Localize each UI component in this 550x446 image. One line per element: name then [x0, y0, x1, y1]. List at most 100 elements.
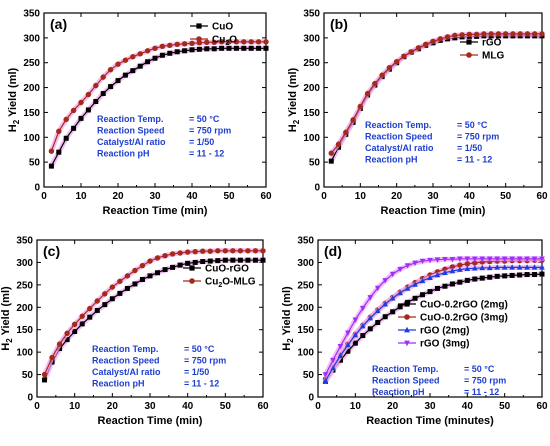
data-point [94, 298, 100, 304]
y-axis-title: H2 Yield (ml) [287, 67, 301, 132]
data-point [87, 305, 93, 312]
data-point [207, 258, 213, 264]
data-point [181, 41, 188, 47]
y-tick-label: 150 [16, 325, 33, 336]
data-point [419, 277, 426, 284]
data-point [215, 248, 221, 254]
data-point [137, 63, 143, 69]
series-line [330, 33, 542, 154]
data-point [510, 31, 516, 37]
data-point [204, 46, 210, 52]
y-tick-label: 100 [16, 348, 33, 359]
data-point [192, 248, 198, 255]
data-point [524, 272, 530, 278]
data-point [382, 314, 388, 320]
data-point [248, 45, 254, 51]
data-point [147, 258, 153, 264]
y-axis-title: H2 Yield (ml) [0, 286, 14, 351]
data-point [437, 36, 443, 42]
series-halo [48, 45, 269, 169]
data-point [93, 98, 99, 104]
data-point [130, 68, 136, 74]
data-point [412, 260, 418, 266]
data-point [85, 107, 91, 113]
y-tick-label: 100 [297, 348, 314, 359]
data-point [139, 276, 145, 282]
x-tick-label: 0 [321, 191, 327, 202]
data-point [367, 326, 373, 332]
data-point [169, 251, 176, 257]
legend-marker [189, 278, 195, 284]
data-point [382, 301, 388, 307]
data-point [367, 314, 374, 321]
data-point [170, 264, 176, 270]
data-point [335, 141, 342, 147]
y-tick-label: 0 [308, 393, 314, 404]
data-point [211, 39, 217, 46]
x-tick-label: 40 [464, 191, 476, 202]
data-point [352, 317, 359, 323]
y-tick-label: 50 [29, 158, 41, 169]
data-point [215, 258, 221, 264]
data-point [352, 331, 359, 338]
data-point [155, 270, 161, 276]
data-point [211, 46, 217, 52]
legend: CuO Cu2O [190, 22, 237, 47]
x-axis-title: Reaction Time (min) [98, 415, 203, 427]
data-point [434, 285, 440, 291]
data-point [245, 257, 251, 263]
x-tick-label: 0 [315, 401, 321, 412]
annotation-value: = 11 - 12 [189, 149, 224, 159]
y-tick-label: 50 [22, 370, 34, 381]
data-point [352, 340, 358, 346]
data-point [56, 341, 63, 347]
chart-panel-4: 0 10 20 30 40 50 60 0 50 100 150 200 250 300 350 Reacti… [281, 236, 548, 428]
data-point [41, 371, 48, 378]
series-2 [41, 248, 266, 378]
data-point [87, 314, 93, 320]
data-point [524, 264, 530, 270]
y-tick-label: 0 [314, 183, 320, 194]
y-tick-label: 200 [297, 303, 314, 314]
data-point [145, 59, 151, 65]
y-axis-title: H2 Yield (ml) [7, 67, 21, 132]
data-point [252, 257, 258, 263]
data-point [423, 41, 429, 48]
data-point [457, 279, 463, 285]
data-point [233, 45, 239, 51]
data-point [124, 273, 131, 279]
data-point [434, 257, 441, 263]
data-point [63, 116, 69, 123]
data-point [152, 45, 158, 51]
x-tick-label: 0 [34, 401, 40, 412]
data-point [449, 281, 455, 287]
data-point [442, 269, 448, 276]
data-point [444, 34, 451, 40]
y-tick-label: 350 [23, 9, 40, 20]
annotation-value: = 750 rpm [189, 126, 231, 136]
y-tick-label: 200 [16, 303, 33, 314]
legend-label: CuO-rGO [205, 264, 249, 275]
y-tick-label: 250 [23, 58, 40, 69]
data-point [509, 256, 515, 262]
data-point [78, 115, 84, 121]
data-point [159, 43, 166, 50]
x-axis-title: Reaction Time (min) [103, 205, 208, 217]
annotation-value: = 750 rpm [184, 356, 226, 366]
x-tick-label: 50 [500, 191, 512, 202]
data-point [524, 256, 530, 262]
data-point [71, 321, 78, 328]
data-point [237, 257, 243, 263]
y-tick-label: 150 [297, 325, 314, 336]
x-tick-label: 20 [107, 401, 119, 412]
data-point [230, 257, 236, 263]
data-point [360, 323, 366, 329]
annotation-value: = 50 °C [184, 344, 215, 354]
data-point [245, 248, 251, 254]
data-point [442, 283, 448, 289]
annotation-label: Reaction Speed [92, 356, 160, 366]
data-point [486, 264, 493, 271]
data-point [154, 255, 161, 261]
data-point [479, 264, 486, 271]
data-point [204, 39, 210, 46]
